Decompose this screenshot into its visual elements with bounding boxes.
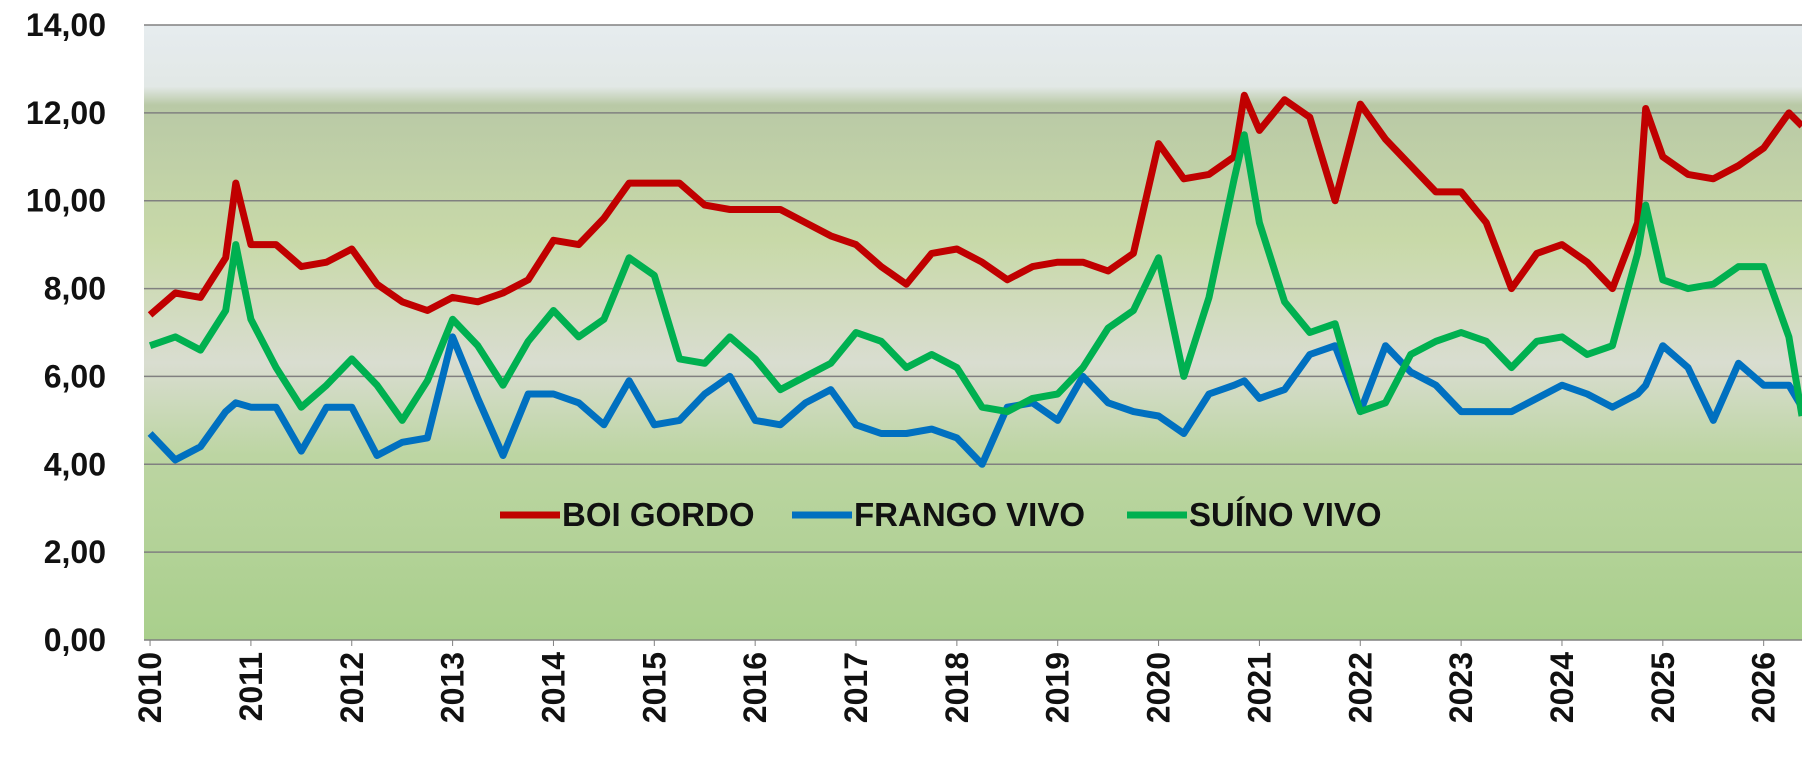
x-tick-label: 2024 <box>1544 652 1580 723</box>
x-tick-label: 2025 <box>1645 652 1681 723</box>
y-tick-label: 0,00 <box>44 622 106 658</box>
x-tick-label: 2010 <box>132 652 168 723</box>
legend-label: FRANGO VIVO <box>854 496 1085 533</box>
x-tick-label: 2016 <box>737 652 773 723</box>
legend-label: BOI GORDO <box>562 496 755 533</box>
x-tick-label: 2019 <box>1040 652 1076 723</box>
legend-label: SUÍNO VIVO <box>1189 496 1382 533</box>
series-line <box>147 333 1802 468</box>
plot-background <box>144 25 1802 640</box>
y-tick-label: 2,00 <box>44 534 106 570</box>
x-tick-label: 2026 <box>1746 652 1782 723</box>
x-tick-label: 2023 <box>1443 652 1479 723</box>
series-line <box>148 131 1802 424</box>
y-tick-label: 10,00 <box>26 183 106 219</box>
y-tick-label: 12,00 <box>26 95 106 131</box>
x-tick-label: 2018 <box>939 652 975 723</box>
x-tick-label: 2014 <box>535 652 571 723</box>
x-tick-label: 2022 <box>1342 652 1378 723</box>
x-tick-label: 2013 <box>435 652 471 723</box>
x-tick-label: 2021 <box>1241 652 1277 723</box>
x-tick-label: 2015 <box>636 652 672 723</box>
x-tick-label: 2017 <box>838 652 874 723</box>
x-tick-label: 2020 <box>1141 652 1177 723</box>
y-tick-label: 14,00 <box>26 7 106 43</box>
x-tick-label: 2012 <box>334 652 370 723</box>
y-tick-label: 6,00 <box>44 358 106 394</box>
y-tick-label: 8,00 <box>44 271 106 307</box>
series-line <box>147 91 1802 318</box>
y-tick-label: 4,00 <box>44 446 106 482</box>
x-tick-label: 2011 <box>233 652 269 721</box>
